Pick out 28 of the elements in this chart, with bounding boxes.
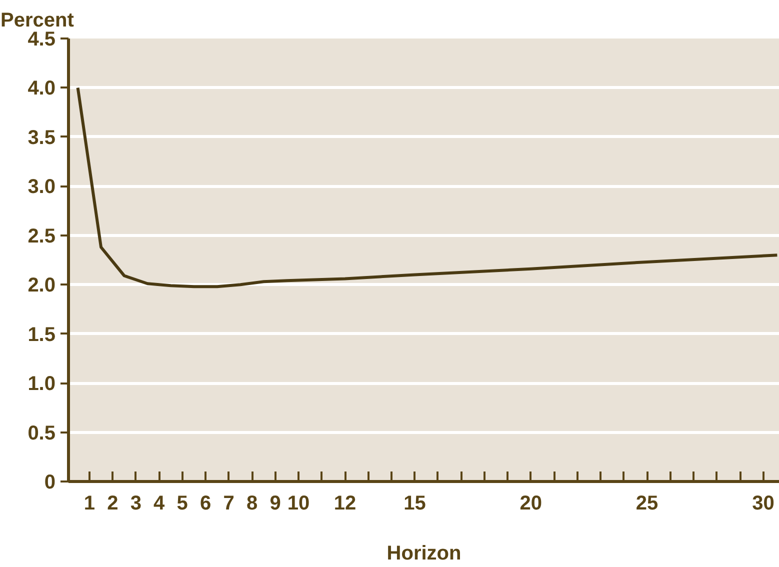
y-tick-label: 1.0 [28,373,56,396]
x-tick-label: 9 [270,492,281,514]
x-tick-label: 7 [223,492,234,514]
x-axis-title: Horizon [386,542,462,564]
x-tick-label: 6 [200,492,212,514]
y-tick-label: 0 [44,472,56,494]
line-series [76,86,779,288]
x-tick-label: 12 [334,492,356,514]
x-tick-label: 8 [246,492,258,514]
x-tick-label: 3 [130,492,142,514]
y-tick-label: 2.0 [28,274,56,297]
y-tick-label: 0.5 [28,422,56,444]
x-tick-label: 5 [176,492,188,514]
y-tick-label: 3.0 [28,176,56,198]
x-tick-label: 1 [84,492,95,514]
y-axis-title: Percent [0,10,74,32]
y-tick-label: 4.0 [28,78,56,100]
x-tick-label: 2 [107,492,118,514]
y-tick-label: 2.5 [28,225,56,248]
y-tick-label: 1.5 [28,324,56,346]
x-tick-label: 15 [404,492,426,514]
x-tick-label: 20 [520,492,542,514]
y-tick-label: 3.5 [28,126,56,149]
x-tick-label: 10 [287,492,310,514]
x-tick-label: 4 [154,492,166,514]
x-tick-label: 30 [752,492,774,514]
y-tick-label: 4.5 [28,28,56,50]
x-tick-label: 25 [636,492,658,514]
